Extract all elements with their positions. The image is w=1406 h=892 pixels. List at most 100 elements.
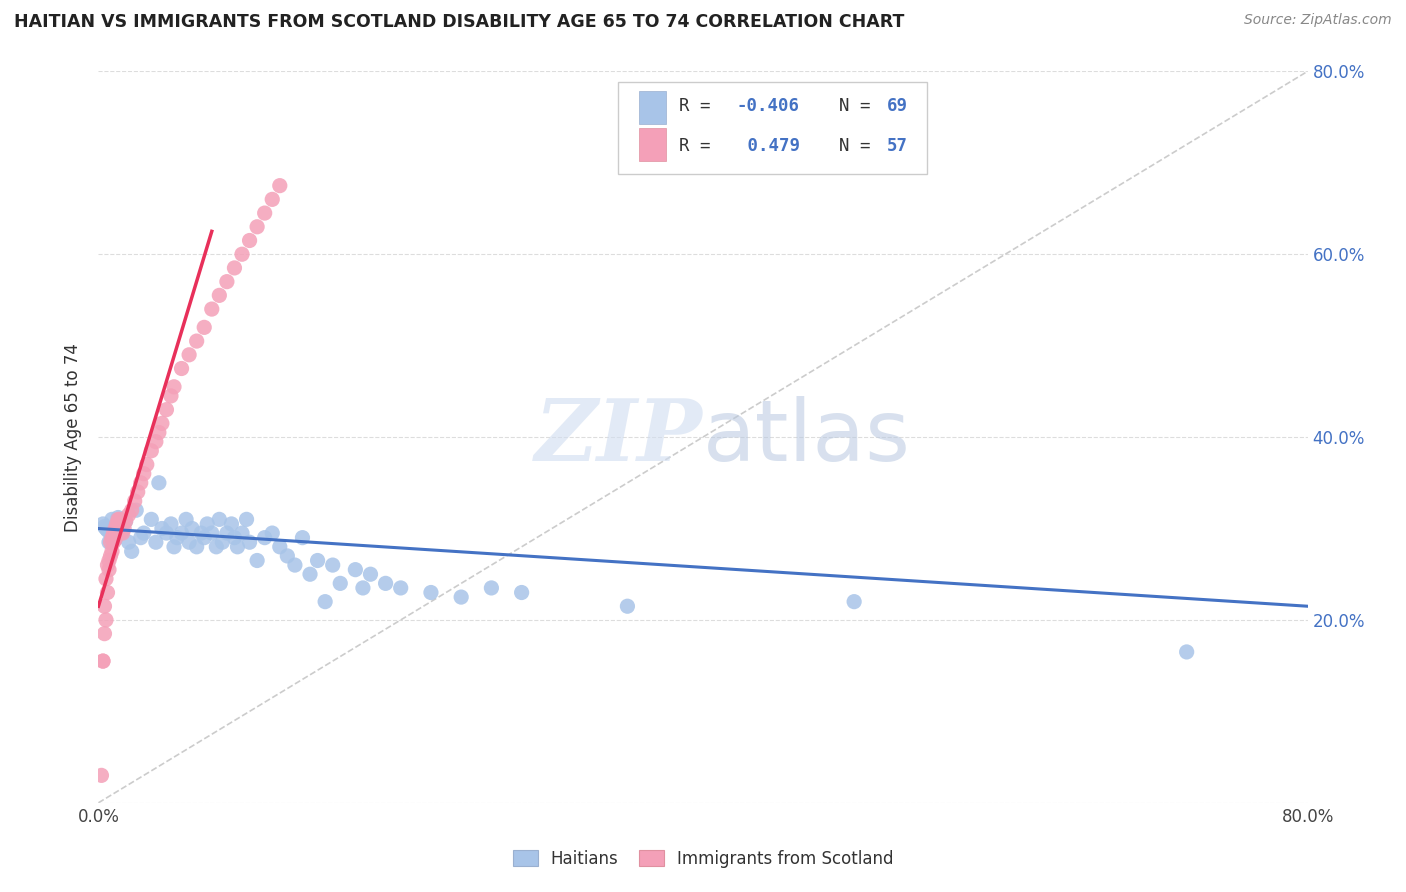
Point (107, 512, 129, 526)
Point (96, 558, 118, 573)
Text: -0.406: -0.406 (737, 97, 800, 115)
Point (193, 320, 215, 334)
Point (420, 585, 443, 599)
Point (201, 526, 224, 541)
Point (110, 526, 132, 541)
Point (96, 585, 118, 599)
Point (93, 626, 115, 640)
Point (155, 526, 177, 541)
Point (510, 585, 533, 599)
Point (104, 533, 127, 547)
Point (91, 516, 114, 531)
Point (90, 768, 112, 782)
Point (91, 654, 114, 668)
Point (224, 531, 246, 545)
Point (253, 206, 276, 220)
Text: ZIP: ZIP (536, 395, 703, 479)
Point (129, 531, 152, 545)
Point (269, 178, 291, 193)
Point (125, 503, 148, 517)
Point (93, 519, 115, 533)
Point (148, 475, 170, 490)
Point (186, 540, 208, 554)
Point (208, 288, 231, 302)
Point (100, 535, 122, 549)
Point (226, 540, 249, 554)
Point (181, 521, 204, 535)
Y-axis label: Disability Age 65 to 74: Disability Age 65 to 74 (65, 343, 83, 532)
Point (284, 558, 307, 573)
Point (231, 247, 253, 261)
Point (174, 512, 197, 526)
Point (322, 558, 344, 573)
FancyBboxPatch shape (638, 128, 665, 161)
Point (94, 572, 117, 586)
Point (94, 613, 117, 627)
Point (94, 521, 117, 535)
Text: N =: N = (818, 97, 882, 115)
Point (374, 576, 396, 591)
Text: R =: R = (679, 97, 721, 115)
Point (145, 434, 167, 449)
Point (121, 503, 143, 517)
Point (205, 540, 228, 554)
Point (211, 535, 233, 549)
Text: 0.479: 0.479 (737, 137, 800, 155)
Point (118, 508, 141, 522)
Point (262, 192, 284, 206)
Text: 69: 69 (887, 97, 908, 115)
Point (107, 521, 129, 535)
Point (186, 334, 208, 348)
Point (253, 531, 276, 545)
Point (93, 599, 115, 614)
Point (160, 389, 183, 403)
Point (96, 524, 118, 538)
Point (224, 260, 246, 275)
FancyBboxPatch shape (619, 82, 927, 174)
Point (150, 417, 173, 431)
Point (108, 512, 131, 526)
Text: R =: R = (679, 137, 721, 155)
Point (235, 512, 257, 526)
Point (450, 590, 472, 604)
Point (100, 549, 122, 563)
Point (103, 535, 125, 549)
Point (215, 526, 238, 541)
Point (104, 521, 127, 535)
Point (844, 594, 866, 608)
Point (276, 549, 298, 563)
Point (112, 521, 135, 535)
Text: atlas: atlas (703, 395, 911, 479)
Point (170, 526, 193, 541)
Point (307, 553, 329, 567)
Point (195, 516, 218, 531)
Point (150, 521, 173, 535)
Point (98, 563, 121, 577)
Point (193, 531, 215, 545)
Point (166, 531, 188, 545)
Point (105, 526, 128, 541)
Point (269, 540, 291, 554)
Point (239, 535, 262, 549)
Point (352, 581, 374, 595)
Point (141, 443, 163, 458)
Text: Source: ZipAtlas.com: Source: ZipAtlas.com (1244, 13, 1392, 28)
Point (160, 516, 183, 531)
Point (246, 553, 269, 567)
Point (91, 654, 114, 668)
Point (101, 544, 124, 558)
Point (103, 531, 125, 545)
Point (201, 301, 224, 317)
Point (103, 526, 125, 541)
Point (98, 553, 121, 567)
Point (145, 535, 167, 549)
Point (360, 567, 382, 582)
Point (129, 475, 152, 490)
Point (246, 219, 269, 234)
Point (148, 425, 170, 440)
Point (179, 535, 201, 549)
Point (344, 563, 367, 577)
Text: HAITIAN VS IMMIGRANTS FROM SCOTLAND DISABILITY AGE 65 TO 74 CORRELATION CHART: HAITIAN VS IMMIGRANTS FROM SCOTLAND DISA… (14, 13, 904, 31)
Point (299, 567, 322, 582)
Point (105, 529, 128, 543)
